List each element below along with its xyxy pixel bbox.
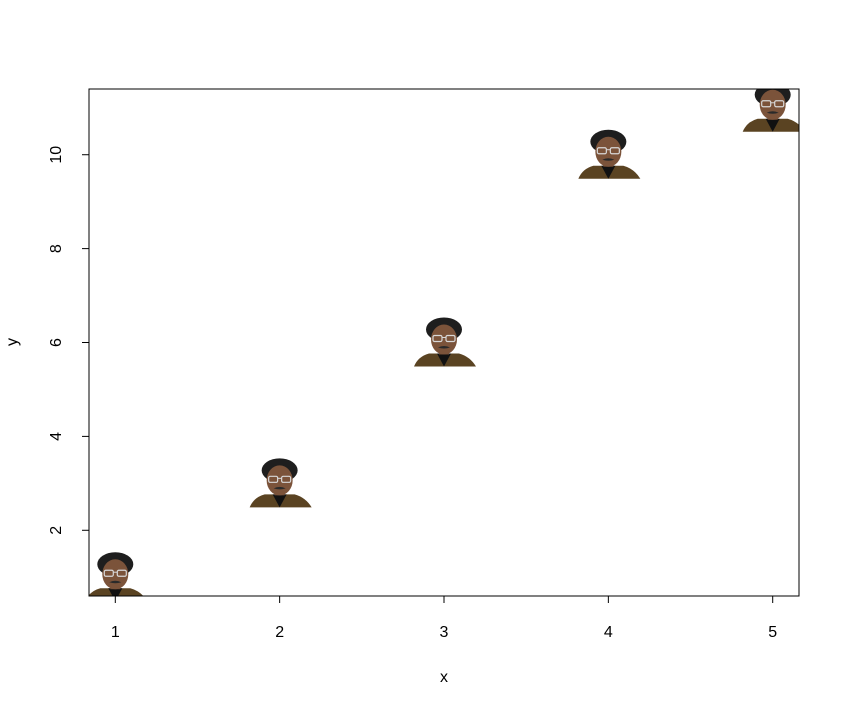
x-tick-label: 1 — [111, 624, 120, 641]
markers-layer — [89, 89, 799, 596]
x-tick-label: 2 — [275, 624, 284, 641]
y-tick-label: 2 — [48, 526, 65, 535]
y-tick-label: 4 — [48, 432, 65, 441]
y-axis-label: y — [4, 338, 21, 346]
data-point — [578, 129, 641, 179]
y-tick-label: 10 — [48, 146, 65, 164]
x-tick-label: 4 — [604, 624, 613, 641]
x-tick-label: 5 — [768, 624, 777, 641]
y-tick-label: 6 — [48, 338, 65, 347]
data-point — [414, 317, 476, 367]
data-point — [249, 458, 312, 508]
x-axis: 1 2 3 4 5 — [111, 595, 777, 641]
x-tick-label: 3 — [440, 624, 449, 641]
y-axis: 2 4 6 8 10 — [48, 146, 90, 535]
data-point — [89, 552, 144, 596]
y-tick-label: 8 — [48, 244, 65, 253]
x-axis-label: x — [440, 669, 448, 686]
data-point — [742, 89, 799, 132]
